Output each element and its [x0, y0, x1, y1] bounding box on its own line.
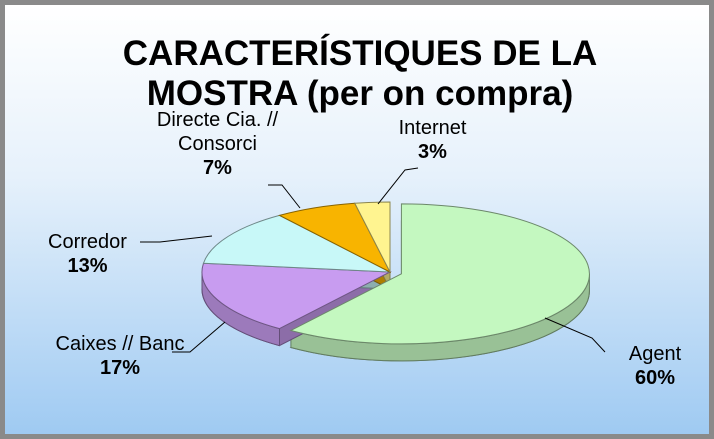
category-label: Corredor: [48, 231, 127, 253]
category-label: Agent: [628, 343, 682, 365]
leader-line: [268, 184, 301, 209]
leader-line: [377, 167, 419, 205]
leader-line: [140, 235, 213, 243]
slice-label: Internet 3%: [380, 116, 485, 164]
slice-label: Agent 60%: [600, 342, 710, 390]
category-label: Internet: [398, 117, 467, 139]
value-label: 3%: [418, 141, 447, 163]
leader-line: [172, 321, 226, 353]
value-label: 60%: [634, 367, 676, 389]
value-label: 7%: [203, 157, 232, 179]
value-label: 17%: [99, 357, 141, 379]
slice: [353, 201, 391, 273]
slice: [201, 262, 392, 330]
slice-label: Caixes // Banc 17%: [55, 332, 185, 380]
category-label: Directe Cia. // Consorci: [156, 109, 279, 155]
category-label: Caixes // Banc: [55, 333, 185, 355]
slice-label: Directe Cia. // Consorci 7%: [140, 108, 295, 180]
value-label: 13%: [67, 255, 108, 277]
chart-title: CARACTERÍSTIQUES DE LA MOSTRA (per on co…: [122, 34, 598, 113]
leader-line: [544, 317, 606, 353]
slice-label: Corredor 13%: [30, 230, 145, 278]
slice: [289, 203, 590, 345]
slice: [202, 214, 391, 273]
